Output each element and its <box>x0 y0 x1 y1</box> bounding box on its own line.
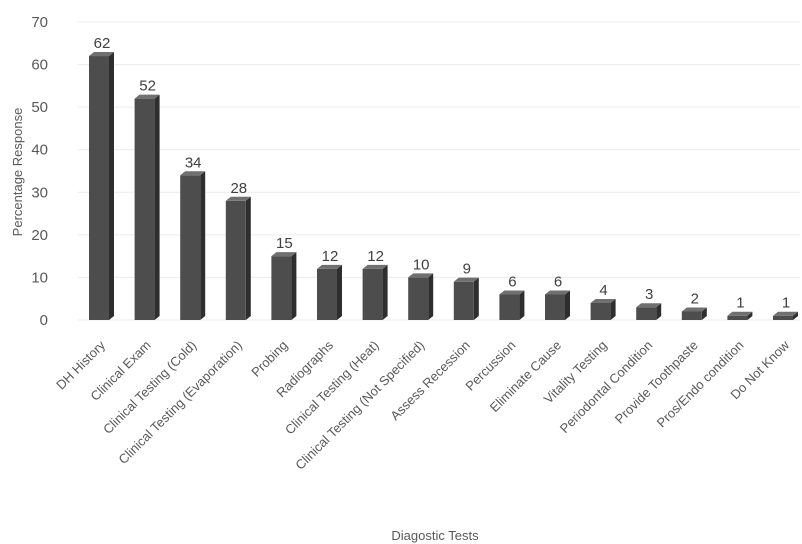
bar-top <box>727 311 753 316</box>
bar-side <box>200 171 206 320</box>
y-tick-label: 20 <box>31 227 48 244</box>
bar-front <box>636 307 657 320</box>
bar-front <box>362 268 383 320</box>
bar-side <box>610 298 616 320</box>
x-axis-title: Diagostic Tests <box>391 528 479 543</box>
bar <box>317 264 342 320</box>
bar <box>636 303 662 320</box>
bar <box>89 52 114 321</box>
data-label: 6 <box>508 273 516 290</box>
y-tick-label: 40 <box>31 142 48 159</box>
data-label: 12 <box>322 248 339 265</box>
bar-front <box>134 98 155 320</box>
bar-top <box>362 264 388 269</box>
bar-top <box>317 264 342 269</box>
bar <box>681 307 707 320</box>
y-tick-label: 60 <box>31 57 48 74</box>
bar-front <box>590 302 611 320</box>
bar-top <box>545 290 570 295</box>
data-label: 2 <box>691 290 699 307</box>
bar <box>545 290 570 320</box>
bar-front <box>727 315 748 320</box>
bar-side <box>747 311 753 320</box>
bar <box>271 252 297 320</box>
bar-side <box>701 307 707 320</box>
bar-top <box>636 303 662 308</box>
x-category-label: Provide Toothpaste <box>612 338 701 427</box>
data-label: 1 <box>736 295 744 312</box>
data-label: 12 <box>367 248 384 265</box>
bar-side <box>519 290 525 320</box>
data-label: 34 <box>185 154 202 171</box>
data-label: 28 <box>230 180 247 197</box>
bar-top <box>408 273 434 278</box>
data-label: 1 <box>782 295 790 312</box>
bar-front <box>89 56 109 321</box>
data-label: 6 <box>554 273 562 290</box>
bar-top <box>89 52 114 57</box>
bar-top <box>225 196 251 201</box>
data-label: 10 <box>413 256 430 273</box>
bar-side <box>109 52 114 321</box>
bar-front <box>545 294 565 320</box>
bar-front <box>225 200 246 320</box>
bar-side <box>473 277 479 320</box>
bar-top <box>180 171 206 176</box>
bar-side <box>337 264 342 320</box>
bar <box>590 298 616 320</box>
bar-side <box>656 303 662 320</box>
data-label: 4 <box>599 282 607 299</box>
bar-front <box>317 268 337 320</box>
data-labels: 62 52 34 28 15 12 12 10 9 6 6 4 3 2 1 1 <box>94 35 791 312</box>
y-tick-label: 50 <box>31 99 48 116</box>
bar <box>499 290 525 320</box>
bar-top <box>773 311 798 316</box>
bar <box>134 94 160 320</box>
bar <box>773 311 798 320</box>
bar-side <box>291 252 297 320</box>
bar-side <box>428 273 434 320</box>
bar-front <box>681 311 702 320</box>
y-axis-ticks: 0 10 20 30 40 50 60 70 <box>31 14 48 329</box>
data-label: 9 <box>463 261 471 278</box>
data-label: 52 <box>139 78 156 95</box>
bar <box>408 273 434 320</box>
bar <box>453 277 479 320</box>
data-label: 3 <box>645 286 653 303</box>
x-category-label: Assess Recession <box>387 338 473 424</box>
bars <box>89 52 798 321</box>
bar-side <box>382 264 388 320</box>
bar-top <box>453 277 479 282</box>
x-category-label: Pros/Endo condition <box>654 338 747 431</box>
y-axis-title: Percentage Response <box>10 108 25 237</box>
bar-side <box>245 196 251 320</box>
bar-top <box>271 252 297 257</box>
y-tick-label: 0 <box>40 312 48 329</box>
bar-front <box>453 281 474 320</box>
bar-front <box>180 175 201 320</box>
bar-front <box>271 256 292 320</box>
y-tick-label: 10 <box>31 269 48 286</box>
y-tick-label: 70 <box>31 14 48 31</box>
bar-top <box>499 290 525 295</box>
bar-top <box>681 307 707 312</box>
bar <box>362 264 388 320</box>
bar <box>727 311 753 320</box>
bar-front <box>773 315 793 320</box>
bar <box>225 196 251 320</box>
y-tick-label: 30 <box>31 184 48 201</box>
bar-front <box>499 294 520 320</box>
bar-side <box>793 311 798 320</box>
data-label: 15 <box>276 235 293 252</box>
x-category-label: Probing <box>248 338 290 380</box>
bar-side <box>154 94 160 320</box>
data-label: 62 <box>94 35 111 52</box>
bar-top <box>134 94 160 99</box>
bar-front <box>408 277 429 320</box>
bar-top <box>590 298 616 303</box>
bar-side <box>565 290 570 320</box>
bar <box>180 171 206 320</box>
